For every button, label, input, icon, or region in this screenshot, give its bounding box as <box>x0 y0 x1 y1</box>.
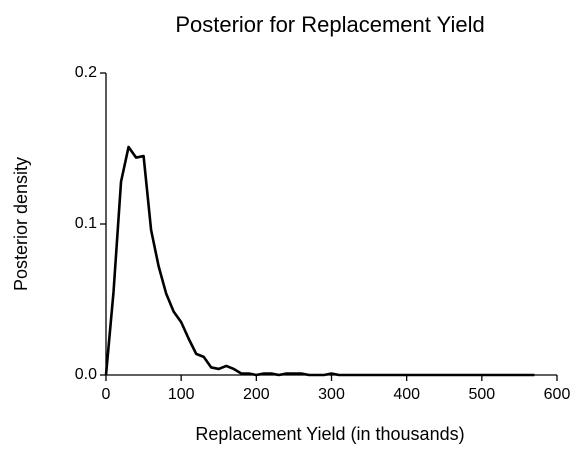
x-tick-label: 400 <box>393 386 420 403</box>
x-tick-label: 600 <box>544 386 571 403</box>
chart-title: Posterior for Replacement Yield <box>175 12 484 37</box>
y-tick-label: 0.1 <box>75 215 97 232</box>
y-tick-label: 0.2 <box>75 64 97 81</box>
x-tick-label: 200 <box>243 386 270 403</box>
x-tick-label: 300 <box>318 386 345 403</box>
x-tick-label: 500 <box>468 386 495 403</box>
y-axis-label: Posterior density <box>11 157 31 291</box>
x-axis-label: Replacement Yield (in thousands) <box>195 424 464 444</box>
x-tick-label: 100 <box>168 386 195 403</box>
y-tick-label: 0.0 <box>75 366 97 383</box>
x-tick-label: 0 <box>102 386 111 403</box>
data-line <box>104 145 535 377</box>
